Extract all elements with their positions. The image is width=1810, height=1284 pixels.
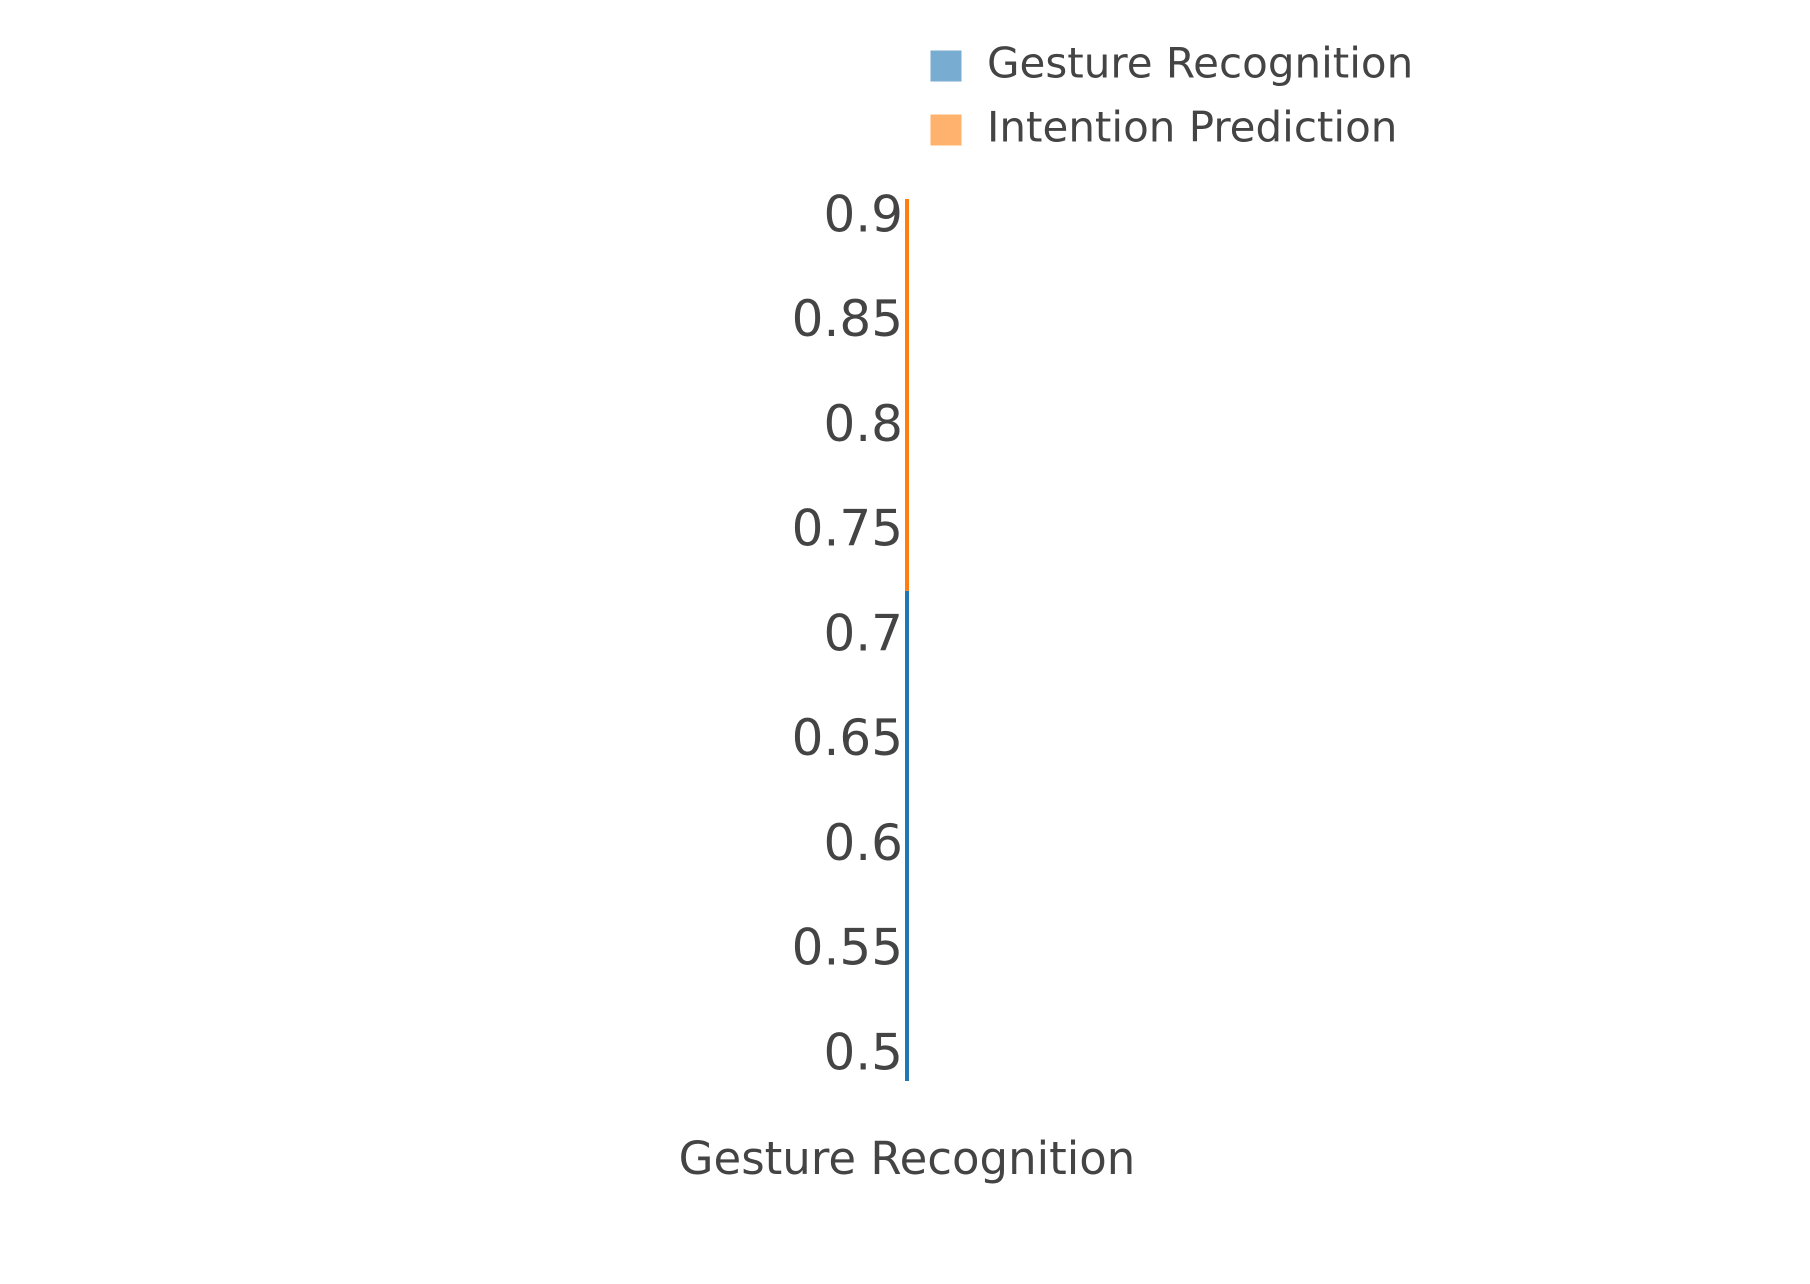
y-tick-label: 0.85 <box>792 290 903 348</box>
legend-label: Gesture Recognition <box>987 39 1413 88</box>
y-tick-label: 0.7 <box>823 604 903 662</box>
y-tick-label: 0.55 <box>792 919 903 977</box>
legend-label: Intention Prediction <box>987 103 1397 152</box>
y-tick-label: 0.9 <box>823 185 903 243</box>
y-tick-label: 0.5 <box>823 1023 903 1081</box>
bar <box>905 199 909 591</box>
y-tick-label: 0.6 <box>823 814 903 872</box>
bar <box>905 590 909 1081</box>
x-tick-label: Gesture Recognition <box>679 1132 1136 1185</box>
legend-swatch <box>930 114 962 146</box>
y-tick-label: 0.75 <box>792 500 903 558</box>
y-tick-label: 0.8 <box>823 395 903 453</box>
y-tick-label: 0.65 <box>792 709 903 767</box>
legend: Gesture Recognition Intention Prediction <box>930 39 1413 152</box>
legend-swatch <box>930 50 962 82</box>
